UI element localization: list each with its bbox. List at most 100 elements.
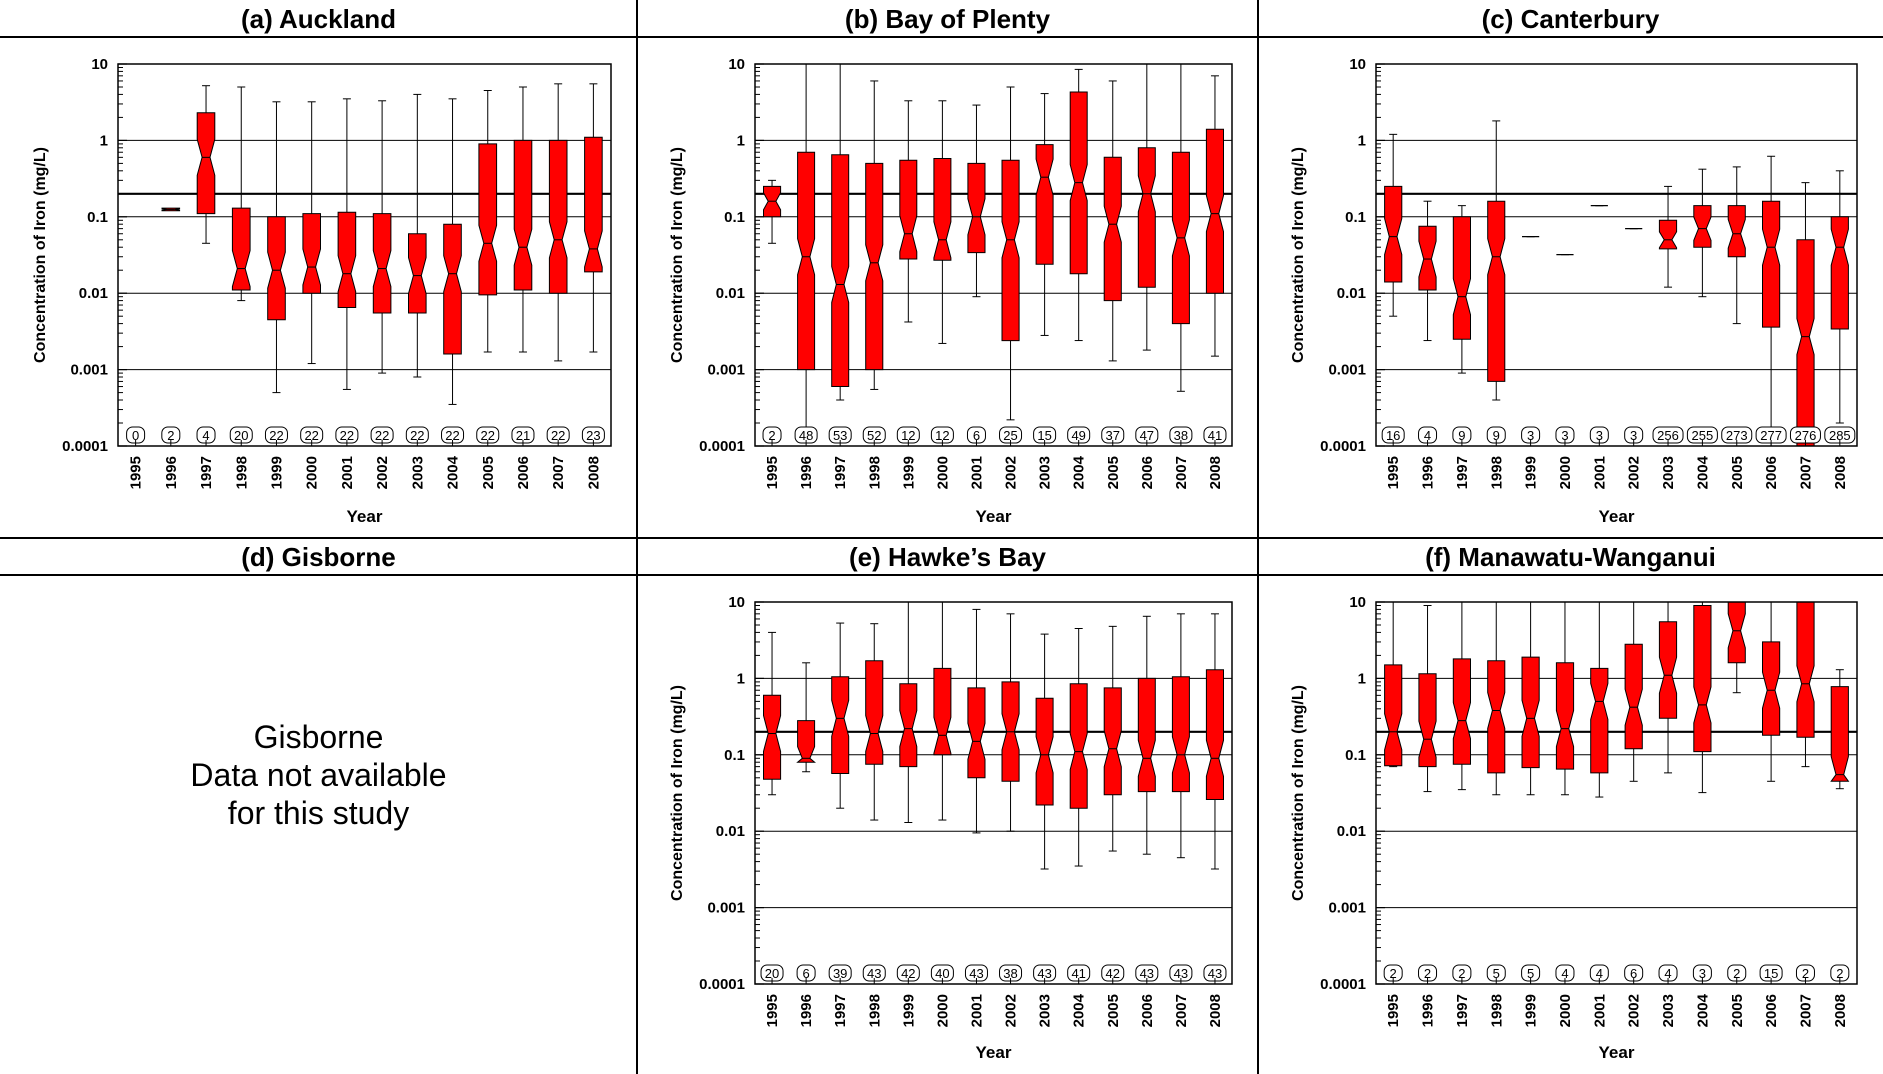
panel-divider-horizontal	[0, 537, 1883, 539]
y-tick-label: 0.01	[1337, 285, 1366, 302]
x-tick-label: 2001	[968, 994, 985, 1027]
box	[1001, 159, 1020, 342]
box	[443, 223, 462, 355]
count-label: 22	[304, 428, 318, 443]
count-label: 48	[799, 428, 813, 443]
y-tick-label: 0.0001	[1320, 976, 1366, 993]
box	[763, 694, 782, 780]
chart-panel: (a) Auckland 10 1 0.1 0.01 0.001 0.0001 0 1995 2 1…	[0, 0, 637, 538]
box	[1137, 147, 1156, 288]
no-data-message-line: Gisborne	[253, 719, 384, 755]
x-tick-label: 2007	[1173, 456, 1190, 489]
x-tick-label: 2008	[1207, 456, 1224, 489]
x-tick-label: 2001	[1591, 456, 1608, 489]
x-tick-label: 2003	[1660, 456, 1677, 489]
plot-frame	[1375, 63, 1858, 447]
x-tick-label: 1996	[798, 456, 815, 489]
x-tick-label: 2008	[1832, 994, 1849, 1027]
x-tick-label: 2002	[374, 456, 391, 489]
count-label: 5	[1493, 966, 1500, 981]
box	[302, 213, 321, 294]
count-label: 22	[340, 428, 354, 443]
x-tick-label: 1998	[866, 456, 883, 489]
box	[1796, 239, 1815, 447]
plot-frame	[117, 63, 612, 447]
x-tick-label: 2000	[304, 456, 321, 489]
x-tick-label: 1995	[128, 456, 145, 489]
count-label: 22	[375, 428, 389, 443]
x-tick-label: 2003	[1660, 994, 1677, 1027]
y-tick-label: 0.0001	[699, 438, 745, 455]
x-tick-label: 2003	[1037, 994, 1054, 1027]
count-label: 4	[202, 428, 209, 443]
x-tick-label: 1997	[198, 456, 215, 489]
count-label: 42	[1106, 966, 1120, 981]
count-label: 20	[234, 428, 248, 443]
x-tick-label: 2002	[1003, 994, 1020, 1027]
box	[1452, 216, 1471, 340]
count-label: 9	[1493, 428, 1500, 443]
y-axis-label: Concentration of Iron (mg/L)	[1290, 685, 1307, 901]
panel-title: (b) Bay of Plenty	[637, 0, 1258, 38]
y-tick-label: 0.01	[716, 285, 745, 302]
y-tick-label: 10	[728, 594, 745, 611]
y-tick-label: 0.001	[1328, 900, 1366, 917]
boxplot-chart: 10 1 0.1 0.01 0.001 0.0001 20 1995 6 1996 39 1997 43…	[669, 594, 1233, 1062]
box	[1658, 621, 1678, 719]
y-tick-label: 0.001	[707, 900, 745, 917]
box	[231, 207, 251, 291]
chart-panel: (e) Hawke’s Bay 10 1 0.1 0.01 0.001 0.0001 20 19…	[637, 538, 1258, 1074]
count-label: 43	[1174, 966, 1188, 981]
y-tick-label: 0.1	[87, 209, 108, 226]
y-tick-label: 0.001	[707, 362, 745, 379]
box	[1727, 205, 1746, 258]
count-label: 2	[1836, 966, 1843, 981]
x-tick-label: 2005	[1729, 994, 1746, 1027]
chart-panel: (c) Canterbury 10 1 0.1 0.01 0.001 0.0001 16 199…	[1258, 0, 1883, 538]
panel-title: (d) Gisborne	[0, 538, 637, 576]
box	[1796, 601, 1815, 738]
x-tick-label: 2005	[1105, 994, 1122, 1027]
boxplot-chart: 10 1 0.1 0.01 0.001 0.0001 2 1995 2 1996 2 1997 5 199…	[1290, 594, 1858, 1062]
box	[865, 162, 884, 371]
x-tick-label: 2006	[1139, 994, 1156, 1027]
y-tick-label: 10	[1349, 56, 1366, 73]
box	[1137, 677, 1156, 793]
x-tick-label: 1999	[1523, 456, 1540, 489]
box	[1418, 673, 1437, 768]
count-label: 53	[833, 428, 847, 443]
y-tick-label: 1	[737, 670, 745, 687]
boxplot-chart: 10 1 0.1 0.01 0.001 0.0001 2 1995 48 1996 53 1997 52…	[669, 56, 1233, 526]
count-label: 42	[901, 966, 915, 981]
box	[478, 143, 498, 296]
x-tick-label: 2004	[1071, 455, 1088, 489]
box	[1555, 662, 1575, 770]
count-label: 15	[1764, 966, 1778, 981]
count-label: 3	[1596, 428, 1603, 443]
count-label: 16	[1386, 428, 1400, 443]
x-tick-label: 1997	[1454, 994, 1471, 1027]
box	[1727, 601, 1746, 664]
x-tick-label: 1995	[1385, 994, 1402, 1027]
box	[548, 139, 568, 294]
x-tick-label: 1999	[900, 456, 917, 489]
count-label: 39	[833, 966, 847, 981]
count-label: 21	[516, 428, 530, 443]
count-label: 255	[1692, 428, 1714, 443]
plot-frame	[1375, 601, 1858, 985]
count-label: 6	[1630, 966, 1637, 981]
y-tick-label: 0.0001	[62, 438, 108, 455]
box	[1624, 643, 1643, 750]
count-label: 256	[1657, 428, 1679, 443]
box	[1487, 660, 1506, 774]
x-tick-label: 1999	[900, 994, 917, 1027]
box	[1658, 219, 1678, 250]
x-tick-label: 2008	[1832, 456, 1849, 489]
y-tick-label: 10	[1349, 594, 1366, 611]
x-tick-label: 1995	[1385, 456, 1402, 489]
x-tick-label: 2004	[1071, 993, 1088, 1027]
box	[1762, 641, 1781, 736]
y-tick-label: 1	[100, 132, 108, 149]
box	[1452, 658, 1471, 765]
